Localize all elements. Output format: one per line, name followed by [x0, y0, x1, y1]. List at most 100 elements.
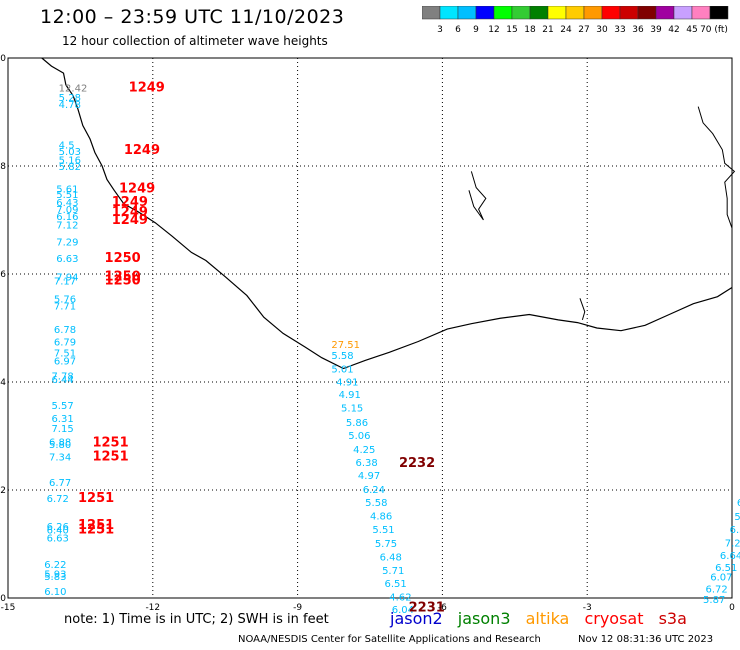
legend-altika: altika: [525, 609, 570, 628]
wave-height-value: 5.61: [56, 185, 78, 196]
scale-label: 6: [455, 25, 461, 35]
scale-label: 3: [437, 25, 443, 35]
wave-height-value: 6.38: [356, 458, 378, 469]
scale-label: 45: [686, 25, 697, 35]
wave-height-value: 5.15: [341, 403, 363, 414]
wave-height-value: 6.51: [384, 579, 406, 590]
wave-height-value: 6.43: [737, 498, 740, 509]
pass-time-label: 2232: [399, 456, 435, 471]
wave-height-value: 5.06: [348, 431, 370, 442]
wave-height-value: 6.88: [49, 437, 71, 448]
pass-time-label: 1251: [78, 522, 114, 537]
pass-time-label: 1249: [129, 81, 165, 96]
wave-height-value: 6.78: [54, 325, 76, 336]
scale-label: 42: [668, 25, 679, 35]
wave-height-value: 6.79: [54, 338, 76, 349]
coastline-main: [41, 57, 733, 370]
scale-label: 30: [596, 25, 608, 35]
scale-label: 33: [614, 25, 625, 35]
wave-height-value: 7.17: [54, 276, 76, 287]
x-tick-label: 0: [729, 603, 735, 613]
scale-label: 36: [632, 25, 644, 35]
legend-jason3: jason3: [457, 609, 511, 628]
scale-label: 24: [560, 25, 572, 35]
wave-height-value: 5.58: [331, 351, 353, 362]
wave-height-value: 6.97: [54, 356, 76, 367]
map-subtitle: 12 hour collection of altimeter wave hei…: [62, 34, 328, 48]
wave-height-value: 6.72: [47, 494, 69, 505]
wave-height-value: 7.94: [56, 273, 78, 284]
scale-swatch: [709, 6, 729, 20]
wave-height-value: 4.5: [59, 140, 75, 151]
wave-height-value: 6.63: [47, 534, 69, 545]
scale-label: 15: [506, 25, 517, 35]
lagoon: [579, 298, 586, 321]
wave-height-value: 6.51: [715, 563, 737, 574]
y-tick-label: 4: [0, 378, 6, 388]
y-tick-label: 0: [0, 594, 6, 604]
satellite-legend: jason2 jason3 altika cryosat s3a: [390, 609, 697, 628]
wave-height-value: 7.51: [54, 348, 76, 359]
pass-time-label: 1250: [105, 251, 141, 266]
y-tick-label: 8: [0, 162, 6, 172]
wave-height-value: 5.98: [734, 512, 740, 523]
x-tick-label: -12: [145, 603, 160, 613]
wave-height-value: 5.80: [49, 440, 71, 451]
wave-height-value: 5.71: [382, 566, 404, 577]
pass-time-label: 1250: [105, 273, 141, 288]
wave-height-value: 6.04: [392, 605, 414, 616]
wave-height-value: 5.28: [59, 93, 81, 104]
x-tick-label: -6: [438, 603, 447, 613]
wave-height-value: 5.03: [59, 147, 81, 158]
scale-label: 21: [542, 25, 553, 35]
wave-height-color-scale: 3 6 9 12 15 18 21 24 27 30 33 36 39 42 45 70 (ft): [422, 6, 729, 35]
pass-time-label: 1249: [112, 195, 148, 210]
credit-line: NOAA/NESDIS Center for Satellite Applica…: [238, 634, 541, 645]
y-tick-label: 2: [0, 486, 6, 496]
scale-label: 27: [578, 25, 589, 35]
legend-cryosat: cryosat: [584, 609, 644, 628]
wave-height-value: 6.22: [44, 560, 66, 571]
pass-time-label: 1251: [78, 491, 114, 506]
wave-height-value: 5.51: [372, 525, 394, 536]
wave-height-value: 7.78: [51, 372, 73, 383]
wave-height-value: 7.26: [725, 538, 740, 549]
pass-time-label: 1250: [105, 270, 141, 285]
wave-height-value: 4.86: [370, 511, 392, 522]
wave-height-value: 7.29: [56, 238, 78, 249]
wave-height-value: 6.10: [44, 587, 66, 598]
wave-height-value: 6.07: [710, 572, 732, 583]
pass-time-label: 1249: [119, 182, 155, 197]
wave-height-value: 7.09: [56, 205, 78, 216]
wave-height-value: 5.57: [51, 401, 73, 412]
wave-height-value: 6.48: [380, 552, 402, 563]
wave-height-value: 5.87: [703, 595, 725, 606]
pass-time-label: 1249: [112, 213, 148, 228]
wave-height-value: 6.44: [51, 375, 73, 386]
wave-height-value: 6.64: [720, 551, 740, 562]
wave-height-value: 7.12: [56, 220, 78, 231]
scale-label: 70 (ft): [700, 25, 728, 35]
pass-time-label: 1251: [92, 450, 128, 465]
lake-volta: [697, 106, 736, 229]
coastline: [41, 57, 736, 370]
lake-kossou: [468, 171, 487, 221]
legend-jason2: jason2: [390, 609, 443, 628]
wave-height-observations: 12.425.284.784.55.035.165.825.615.516.43…: [44, 84, 740, 616]
footnote: note: 1) Time is in UTC; 2) SWH is in fe…: [64, 612, 329, 627]
wave-height-value: 5.86: [346, 418, 368, 429]
x-tick-label: -9: [293, 603, 302, 613]
wave-height-value: 5.75: [375, 539, 397, 550]
grid-lines: [8, 58, 732, 598]
wave-height-value: 5.58: [365, 498, 387, 509]
wave-height-value: 4.91: [336, 377, 358, 388]
pass-time-label: 1251: [92, 435, 128, 450]
x-tick-label: -3: [583, 603, 592, 613]
wave-height-value: 4.25: [353, 445, 375, 456]
x-tick-label: -15: [1, 603, 16, 613]
wave-height-value: 6.40: [47, 525, 69, 536]
wave-height-value: 4.78: [59, 100, 81, 111]
wave-height-value: 5.16: [59, 156, 81, 167]
wave-height-value: 5.76: [54, 294, 76, 305]
